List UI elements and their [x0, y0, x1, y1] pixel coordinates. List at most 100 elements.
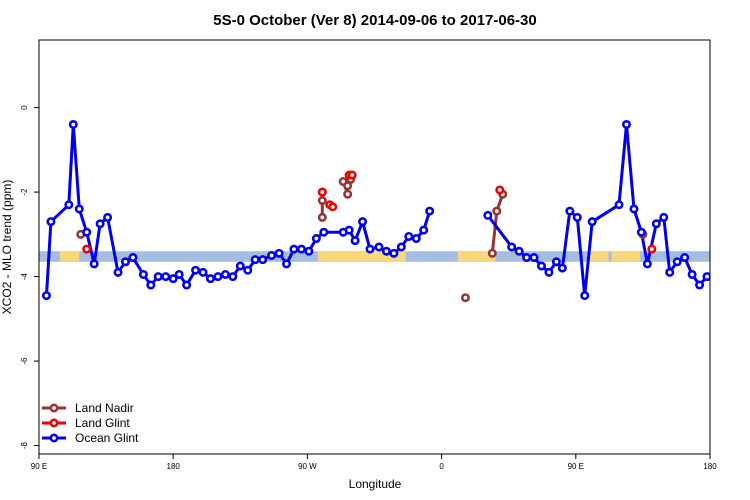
data-point [636, 227, 646, 237]
data-point [317, 187, 327, 197]
data-point [347, 170, 357, 180]
data-point [113, 267, 123, 277]
data-point [572, 212, 582, 222]
y-tick-label: -6 [20, 357, 29, 365]
data-point [659, 212, 669, 222]
legend-marker [49, 433, 59, 443]
legend-item: Land Nadir [42, 401, 134, 415]
data-point [411, 234, 421, 244]
latitude-band [39, 251, 710, 262]
data-point [267, 250, 277, 260]
data-point [460, 293, 470, 303]
data-point [182, 280, 192, 290]
series-line [45, 123, 432, 296]
land-band-segment [59, 251, 80, 262]
data-point [68, 119, 78, 129]
data-point [74, 204, 84, 214]
series-line [486, 123, 710, 298]
data-point [317, 196, 327, 206]
data-point [95, 219, 105, 229]
data-point [328, 202, 338, 212]
x-tick-label: 180 [167, 462, 181, 471]
data-point [492, 206, 502, 216]
data-point [404, 231, 414, 241]
x-tick-label: 0 [439, 462, 444, 471]
data-point [46, 217, 56, 227]
legend-label: Land Glint [75, 416, 130, 430]
data-point [687, 269, 697, 279]
data-point [647, 244, 657, 254]
x-axis-label: Longitude [349, 477, 402, 491]
data-point [41, 291, 51, 301]
data-point [522, 253, 532, 263]
data-point [82, 227, 92, 237]
data-point [365, 244, 375, 254]
data-point [565, 206, 575, 216]
x-tick-label: 90 E [31, 462, 47, 471]
data-point [507, 242, 517, 252]
data-point [680, 253, 690, 263]
data-point [483, 210, 493, 220]
data-point [514, 246, 524, 256]
legend-item: Land Glint [42, 416, 130, 430]
data-point [174, 269, 184, 279]
land-band-segment [589, 251, 609, 262]
legend-marker [49, 418, 59, 428]
data-point [103, 212, 113, 222]
data-point [205, 274, 215, 284]
land-band-segment [611, 251, 640, 262]
data-point [695, 280, 705, 290]
data-point [344, 225, 354, 235]
data-point [495, 185, 505, 195]
data-point [153, 272, 163, 282]
data-point [396, 242, 406, 252]
data-point [64, 200, 74, 210]
data-point [374, 242, 384, 252]
data-point [138, 269, 148, 279]
data-point [304, 246, 314, 256]
data-point [128, 253, 138, 263]
data-point [168, 274, 178, 284]
data-point [642, 259, 652, 269]
data-point [220, 269, 230, 279]
data-point [614, 200, 624, 210]
legend-label: Ocean Glint [75, 431, 139, 445]
data-point [419, 225, 429, 235]
data-point [311, 234, 321, 244]
series-markers [41, 119, 725, 303]
data-point [557, 263, 567, 273]
data-point [580, 291, 590, 301]
data-point [425, 206, 435, 216]
data-point [358, 217, 368, 227]
data-point [213, 272, 223, 282]
x-tick-label: 90 E [568, 462, 584, 471]
data-point [243, 265, 253, 275]
data-point [191, 265, 201, 275]
data-point [709, 276, 710, 278]
data-point [665, 267, 675, 277]
data-point [487, 248, 497, 258]
data-point [82, 244, 92, 254]
y-tick-label: 0 [20, 105, 29, 110]
data-point [289, 244, 299, 254]
data-point [258, 255, 268, 265]
data-point [282, 259, 292, 269]
y-axis-label: XCO2 - MLO trend (ppm) [0, 180, 14, 315]
legend-item: Ocean Glint [42, 431, 139, 445]
y-tick-label: -4 [20, 272, 29, 280]
legend-label: Land Nadir [75, 401, 134, 415]
data-point [551, 257, 561, 267]
data-point [350, 236, 360, 246]
data-point [296, 244, 306, 254]
land-band-segment [317, 251, 406, 262]
data-point [651, 219, 661, 229]
data-point [544, 267, 554, 277]
data-point [274, 248, 284, 258]
chart-title: 5S-0 October (Ver 8) 2014-09-06 to 2017-… [213, 12, 537, 29]
data-point [719, 275, 725, 281]
data-point [381, 246, 391, 256]
data-point [621, 119, 631, 129]
y-tick-label: -2 [20, 188, 29, 196]
data-point [529, 253, 539, 263]
